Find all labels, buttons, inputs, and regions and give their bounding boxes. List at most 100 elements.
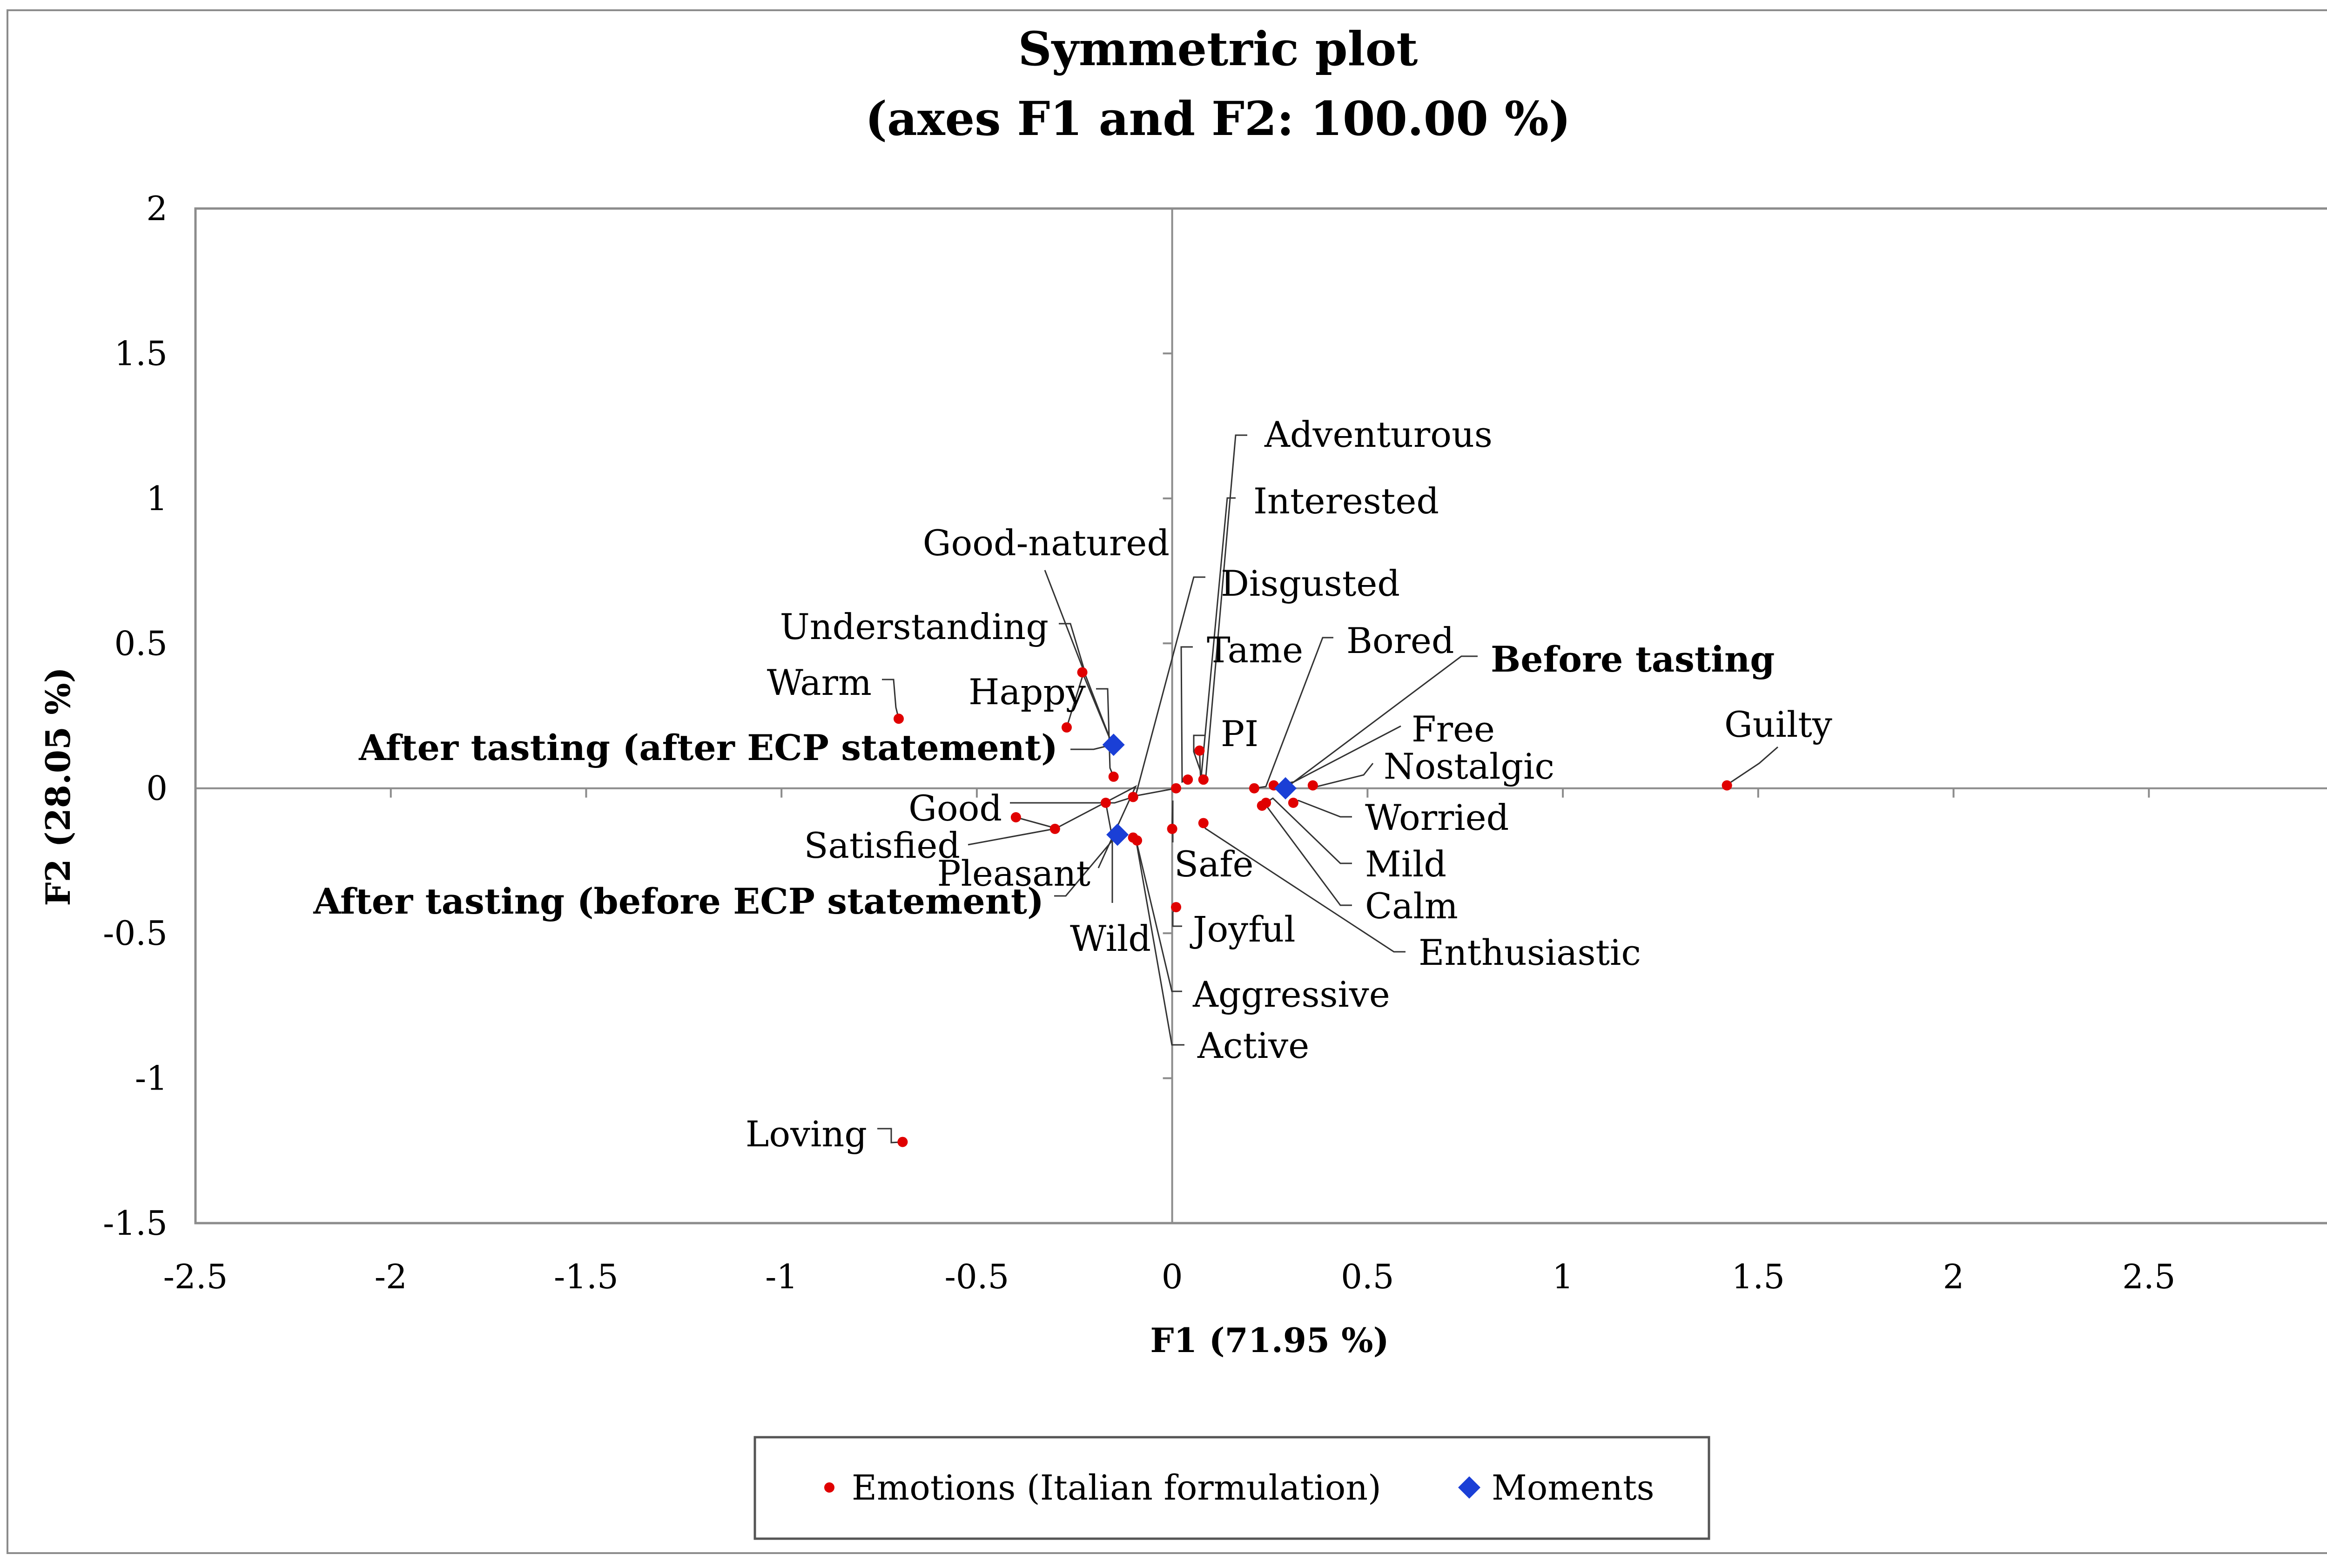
- legend: Emotions (Italian formulation) Moments: [824, 1468, 1654, 1508]
- label-calm: Calm: [1365, 885, 1458, 927]
- label-pi: PI: [1221, 713, 1258, 754]
- label-interested: Interested: [1253, 480, 1439, 522]
- leader-pleasant: [1055, 785, 1137, 868]
- emotion-point-guilty: [1722, 780, 1732, 791]
- leader-happy: [1096, 688, 1115, 777]
- x-tick-label: 1: [1552, 1257, 1574, 1296]
- emotion-point-wild: [1100, 797, 1111, 808]
- plot-area: [194, 207, 2327, 1225]
- label-loving: Loving: [746, 1113, 867, 1155]
- leader-warm: [882, 679, 900, 719]
- chart-title: Symmetric plot: [1018, 21, 1418, 76]
- emotion-point-bored: [1249, 783, 1259, 794]
- label-adventurous: Adventurous: [1264, 414, 1493, 455]
- emotion-point-enthusiastic: [1198, 818, 1209, 828]
- legend-emotions-marker: [824, 1482, 834, 1493]
- moment-point-before-tasting: [1274, 777, 1297, 800]
- y-tick-label: -0.5: [103, 914, 168, 953]
- emotion-point-pleasant: [1049, 823, 1060, 834]
- emotion-point-nostalgic: [1307, 780, 1318, 791]
- chart-subtitle: (axes F1 and F2: 100.00 %): [865, 91, 1571, 146]
- emotion-point-calm: [1257, 801, 1267, 811]
- leader-safe: [1171, 800, 1174, 842]
- legend-moments-marker: [1458, 1476, 1480, 1499]
- emotion-point-pi: [1198, 774, 1209, 785]
- label-safe: Safe: [1174, 843, 1253, 885]
- x-tick-label: 0.5: [1341, 1257, 1394, 1296]
- x-tick-label: 0: [1162, 1257, 1183, 1296]
- point-labels: Adventurous Interested Disgusted Tame PI Bore…: [313, 414, 1832, 1155]
- label-satisfied: Satisfied: [804, 825, 960, 866]
- leader-good: [1010, 796, 1134, 804]
- label-guilty: Guilty: [1724, 704, 1832, 745]
- x-tick-label: 1.5: [1732, 1257, 1785, 1296]
- chart-frame: [7, 9, 2327, 1554]
- leader-wild: [1105, 802, 1113, 903]
- label-enthusiastic: Enthusiastic: [1419, 932, 1641, 973]
- label-happy: Happy: [968, 671, 1086, 713]
- y-tick-label: 1: [146, 479, 168, 518]
- leader-worried: [1293, 800, 1352, 818]
- leader-guilty: [1726, 746, 1778, 786]
- emotion-point-warm: [894, 713, 904, 724]
- emotion-point-satisfied: [1010, 812, 1021, 822]
- x-tick-label: -0.5: [944, 1257, 1009, 1296]
- x-tick-label: 2.5: [2122, 1257, 2176, 1296]
- label-joyful: Joyful: [1190, 908, 1296, 950]
- emotion-point-joyful: [1171, 902, 1182, 913]
- label-good-natured: Good-natured: [923, 522, 1170, 564]
- x-axis-label: F1 (71.95 %): [1150, 1320, 1389, 1360]
- x-tick-label: 2: [1943, 1257, 1964, 1296]
- y-tick-label: 0.5: [114, 624, 168, 663]
- emotion-point-tame: [1183, 774, 1193, 785]
- data-points: [894, 667, 1732, 1147]
- label-tame: Tame: [1207, 629, 1303, 671]
- y-tick-label: -1.5: [103, 1204, 168, 1243]
- moment-point-after-tasting-after-ecp-statement: [1102, 734, 1125, 756]
- leader-tame: [1180, 646, 1193, 783]
- leader-pi: [1193, 734, 1205, 780]
- leader-good-natured: [1044, 570, 1113, 745]
- y-tick-label: -1: [135, 1059, 168, 1098]
- label-nostalgic: Nostalgic: [1384, 746, 1554, 787]
- x-tick-label: -1.5: [554, 1257, 619, 1296]
- label-aggressive: Aggressive: [1192, 974, 1390, 1015]
- y-axis-label: F2 (28.05 %): [38, 667, 78, 906]
- label-good: Good: [908, 787, 1002, 829]
- y-tick-label: 0: [146, 769, 168, 808]
- emotion-point-loving: [897, 1137, 908, 1147]
- label-warm: Warm: [767, 662, 872, 703]
- y-tick-label: 2: [146, 189, 168, 228]
- leader-understanding: [1059, 623, 1085, 728]
- emotion-point-understanding: [1061, 722, 1072, 733]
- label-wild: Wild: [1070, 918, 1151, 959]
- label-worried: Worried: [1365, 797, 1509, 838]
- emotion-point-good-natured: [1077, 667, 1088, 678]
- emotion-point-disgusted: [1171, 783, 1182, 794]
- label-active: Active: [1197, 1025, 1309, 1066]
- leader-mild: [1265, 797, 1352, 864]
- label-disgusted: Disgusted: [1221, 563, 1400, 604]
- emotion-point-good: [1128, 792, 1138, 802]
- label-free: Free: [1412, 708, 1495, 750]
- label-understanding: Understanding: [780, 606, 1049, 647]
- label-after-tasting-after-ecp-statement: After tasting (after ECP statement): [358, 727, 1058, 768]
- leader-free: [1273, 725, 1401, 786]
- leader-calm: [1262, 804, 1352, 906]
- emotion-point-active: [1132, 835, 1143, 846]
- label-mild: Mild: [1365, 843, 1446, 885]
- leader-interested: [1198, 497, 1236, 782]
- label-before-tasting: Before tasting: [1491, 639, 1775, 680]
- x-tick-label: -2.5: [163, 1257, 228, 1296]
- emotion-point-interested: [1194, 745, 1205, 756]
- label-bored: Bored: [1346, 620, 1454, 661]
- emotion-point-safe: [1167, 823, 1177, 834]
- moment-point-after-tasting-before-ecp-statement: [1106, 823, 1129, 846]
- legend-emotions-label: Emotions (Italian formulation): [852, 1468, 1381, 1508]
- label-pleasant: Pleasant: [937, 853, 1090, 894]
- emotion-point-worried: [1288, 797, 1298, 808]
- label-after-tasting-before-ecp-statement: After tasting (before ECP statement): [313, 881, 1044, 922]
- x-tick-label: -2: [375, 1257, 407, 1296]
- emotion-point-happy: [1108, 771, 1119, 782]
